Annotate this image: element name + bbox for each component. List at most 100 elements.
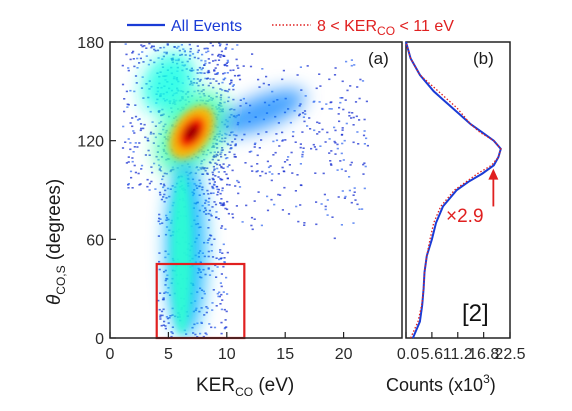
- heatmap-speckle-dot: [127, 183, 130, 186]
- heatmap-speckle-dot: [220, 165, 223, 168]
- panel-b-x-ticks: 0.0 5.6 11.216.822.5: [397, 332, 526, 363]
- heatmap-speckle-dot: [323, 193, 326, 196]
- heatmap-speckle-dot: [366, 144, 369, 147]
- heatmap-speckle-dot: [326, 199, 329, 201]
- heatmap-speckle-dot: [290, 151, 293, 154]
- heatmap-speckle-dot: [226, 200, 229, 203]
- heatmap-speckle-dot: [158, 260, 161, 263]
- heatmap-speckle-dot: [274, 151, 277, 154]
- heatmap-speckle-dot: [230, 81, 233, 84]
- heatmap-speckle-dot: [184, 54, 187, 56]
- heatmap-speckle-dot: [121, 83, 125, 86]
- heatmap-speckle-dot: [153, 162, 156, 165]
- heatmap-speckle-dot: [281, 209, 284, 211]
- heatmap-speckle-dot: [219, 303, 222, 305]
- heatmap-speckle-dot: [267, 166, 271, 169]
- heatmap-speckle-dot: [356, 203, 359, 206]
- heatmap-speckle-dot: [228, 134, 231, 136]
- heatmap-speckle-dot: [127, 138, 130, 140]
- heatmap-speckle-dot: [165, 219, 168, 221]
- heatmap-speckle-dot: [237, 67, 240, 69]
- heatmap-speckle-dot: [318, 101, 321, 103]
- heatmap-speckle-dot: [201, 67, 204, 69]
- heatmap-speckle-dot: [219, 43, 222, 45]
- heatmap-speckle-dot: [302, 116, 305, 118]
- heatmap-speckle-dot: [133, 164, 136, 167]
- heatmap-speckle-dot: [333, 126, 336, 129]
- heatmap-speckle-dot: [214, 67, 217, 69]
- heatmap-speckle-dot: [328, 152, 331, 154]
- heatmap-speckle-dot: [226, 165, 229, 168]
- heatmap-speckle-dot: [260, 224, 263, 227]
- heatmap-speckle-dot: [223, 261, 226, 263]
- heatmap-speckle-dot: [204, 207, 207, 209]
- heatmap-speckle-dot: [136, 57, 139, 60]
- heatmap-speckle-dot: [164, 250, 167, 253]
- heatmap-speckle-dot: [352, 141, 355, 144]
- heatmap-speckle-dot: [262, 82, 265, 85]
- heatmap-speckle-dot: [131, 157, 134, 159]
- heatmap-speckle-dot: [129, 170, 133, 173]
- heatmap-speckle-dot: [127, 67, 130, 69]
- heatmap-speckle-dot: [164, 284, 167, 286]
- heatmap-speckle-dot: [336, 169, 339, 171]
- heatmap-speckle-dot: [226, 251, 229, 254]
- heatmap-speckle-dot: [221, 89, 224, 91]
- heatmap-speckle-dot: [231, 85, 234, 87]
- heatmap-speckle-dot: [142, 127, 145, 130]
- heatmap-speckle-dot: [284, 139, 287, 141]
- heatmap-speckle-dot: [253, 218, 256, 220]
- heatmap-speckle-dot: [204, 273, 207, 276]
- heatmap-speckle-dot: [362, 173, 365, 175]
- heatmap-speckle-dot: [225, 310, 228, 313]
- heatmap-speckle-dot: [318, 131, 321, 133]
- heatmap-speckle-dot: [339, 97, 342, 99]
- heatmap-speckle-dot: [211, 185, 214, 188]
- heatmap-speckle-dot: [205, 200, 208, 202]
- heatmap-speckle-dot: [145, 55, 148, 57]
- heatmap-speckle-dot: [205, 51, 208, 54]
- heatmap-speckle-dot: [231, 213, 234, 215]
- heatmap-speckle-dot: [223, 308, 226, 311]
- heatmap-speckle-dot: [206, 242, 209, 244]
- heatmap-speckle-dot: [266, 195, 269, 198]
- y-tick-label: 120: [77, 134, 104, 151]
- heatmap-speckle-dot: [308, 117, 311, 119]
- heatmap-speckle-dot: [326, 214, 329, 216]
- heatmap-speckle-dot: [306, 65, 309, 67]
- heatmap-speckle-dot: [139, 129, 142, 132]
- heatmap-speckle-dot: [161, 222, 164, 224]
- heatmap-speckle-dot: [301, 151, 305, 153]
- heatmap-speckle-dot: [215, 216, 218, 219]
- heatmap-speckle-dot: [319, 145, 322, 147]
- heatmap-speckle-dot: [165, 52, 168, 55]
- heatmap-speckle-dot: [341, 190, 344, 192]
- heatmap-speckle-dot: [301, 153, 304, 156]
- heatmap-speckle-dot: [228, 184, 231, 186]
- heatmap-speckle-dot: [233, 74, 237, 77]
- heatmap-speckle-dot: [160, 198, 163, 201]
- heatmap-speckle-dot: [261, 68, 264, 70]
- heatmap-speckle-dot: [281, 140, 284, 142]
- heatmap-speckle-dot: [183, 50, 186, 53]
- heatmap-speckle-dot: [207, 201, 210, 203]
- b-x-tick-label: 5.6: [421, 346, 443, 363]
- heatmap-speckle-dot: [224, 319, 227, 321]
- heatmap-speckle-dot: [213, 326, 217, 329]
- heatmap-speckle-dot: [357, 143, 360, 145]
- heatmap-speckle-dot: [236, 64, 239, 67]
- heatmap-speckle-dot: [219, 177, 222, 180]
- heatmap-speckle-dot: [282, 69, 285, 72]
- heatmap-speckle-dot: [203, 314, 206, 316]
- heatmap-feature: [185, 124, 199, 141]
- heatmap-speckle-dot: [348, 115, 351, 117]
- heatmap-speckle-dot: [358, 119, 361, 121]
- heatmap-speckle-dot: [164, 233, 168, 236]
- heatmap-speckle-dot: [169, 315, 172, 317]
- heatmap-speckle-dot: [316, 133, 319, 135]
- heatmap-speckle-dot: [221, 187, 224, 189]
- heatmap-speckle-dot: [165, 51, 168, 54]
- heatmap-speckle-dot: [134, 104, 137, 106]
- heatmap-speckle-dot: [142, 61, 145, 63]
- heatmap-speckle-dot: [208, 209, 211, 212]
